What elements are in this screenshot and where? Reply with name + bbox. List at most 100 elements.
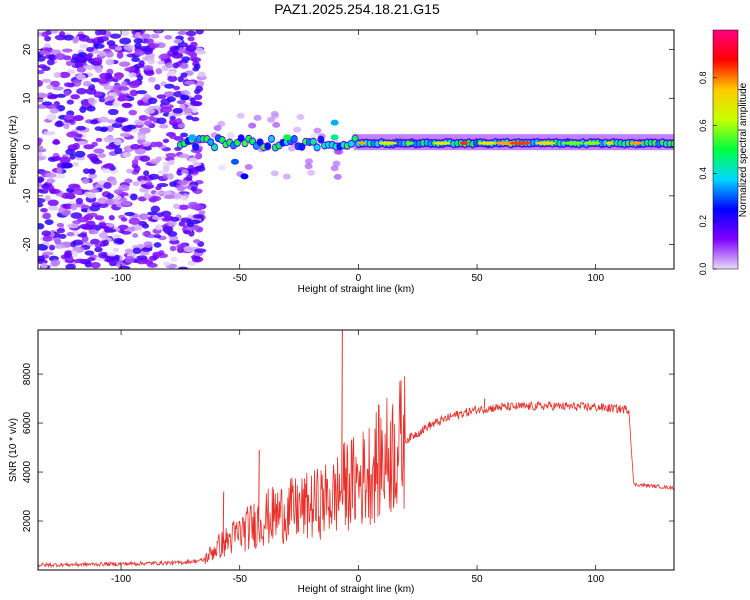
spectrogram-cell <box>194 94 203 101</box>
spectrogram-cell <box>95 137 103 143</box>
colorbar-gradient <box>713 30 738 269</box>
spectrogram-cell <box>109 33 122 39</box>
spectrogram-cell <box>128 72 137 78</box>
spectrogram-cell <box>134 42 142 49</box>
spectrogram-cell <box>156 183 169 188</box>
spectrogram-cell <box>348 140 355 147</box>
spectrogram-cell <box>97 78 109 85</box>
spectrogram-cell <box>535 141 556 145</box>
spectrogram-cell <box>180 132 189 138</box>
spectrogram-cell <box>164 35 173 40</box>
spectrogram-cell <box>165 62 174 69</box>
spectrogram-cell <box>299 143 305 150</box>
spectrogram-cell <box>67 192 75 200</box>
spectrogram-cell <box>38 155 44 161</box>
spectrogram-cell <box>38 69 45 75</box>
spectrogram-cell <box>162 165 170 172</box>
spectrogram-cell <box>132 233 139 238</box>
spectrogram-cell <box>114 46 123 51</box>
spectrogram-cell <box>76 73 86 81</box>
spectrogram-cell <box>405 141 414 145</box>
snr-x-label: Height of straight line (km) <box>298 584 415 595</box>
spectrogram-cell <box>97 251 110 259</box>
spectrogram-cell <box>169 134 177 140</box>
snr-y-ticks: 2000 4000 6000 8000 <box>22 363 674 532</box>
y-tick-label: 2000 <box>22 509 33 532</box>
spectrogram-cell <box>195 30 204 35</box>
spectrogram-cell <box>191 116 200 122</box>
snr-panel: -100 -50 0 50 100 2000 4000 6000 8000 Height of… <box>8 329 675 595</box>
spectrogram-cell <box>177 266 189 269</box>
spectrogram-cell <box>113 189 124 195</box>
spectrogram-cell <box>106 252 117 257</box>
spectrogram-cell <box>164 83 175 89</box>
spectrogram-cell <box>145 181 153 186</box>
spectrogram-cell <box>142 140 151 147</box>
spectrogram-cell <box>169 245 177 252</box>
spectrogram-x-label: Height of straight line (km) <box>298 284 415 295</box>
spectrogram-y-ticks: -20 -10 0 10 20 <box>22 44 674 252</box>
spectrogram-cell <box>64 114 73 120</box>
spectrogram-cell <box>66 69 76 75</box>
snr-x-ticks: -100 -50 0 50 100 <box>111 330 604 585</box>
spectrogram-cell <box>137 99 144 106</box>
spectrogram-cell <box>187 222 195 227</box>
x-tick-label: 50 <box>471 273 483 284</box>
spectrogram-cell <box>41 78 52 83</box>
colorbar-tick-label: 0.6 <box>698 119 708 132</box>
spectrogram-cell <box>162 138 170 144</box>
spectrogram-cell <box>177 76 184 83</box>
spectrogram-cell <box>180 217 191 223</box>
spectrogram-cell <box>249 138 256 145</box>
spectrogram-cell <box>177 30 188 36</box>
spectrogram-cell <box>58 233 67 239</box>
spectrogram-cell <box>70 94 80 100</box>
spectrogram-cell <box>234 139 241 146</box>
spectrogram-cell <box>629 141 643 145</box>
spectrogram-cell <box>124 211 135 217</box>
spectrogram-cell <box>134 50 145 56</box>
spectrogram-cell <box>313 127 322 134</box>
snr-series <box>38 330 674 569</box>
spectrogram-cell <box>107 119 116 124</box>
spectrogram-cell <box>38 244 48 251</box>
spectrogram-cell <box>43 43 51 49</box>
spectrogram-cell <box>332 160 341 167</box>
spectrogram-cell <box>125 124 137 130</box>
spectrogram-cell <box>44 195 51 202</box>
spectrogram-cell <box>124 255 136 263</box>
spectrogram-cell <box>187 36 195 42</box>
y-tick-label: 20 <box>22 44 33 56</box>
spectrogram-cell <box>38 176 45 183</box>
spectrogram-cell <box>177 123 185 129</box>
spectrogram-cell <box>72 239 84 246</box>
spectrogram-cell <box>84 64 96 70</box>
spectrogram-cell <box>173 85 181 91</box>
spectrogram-cell <box>87 192 97 199</box>
spectrogram-cell <box>190 169 199 176</box>
spectrogram-cell <box>66 131 79 138</box>
spectrogram-cell <box>44 184 55 191</box>
spectrogram-cell <box>87 153 98 159</box>
spectrogram-cell <box>238 135 244 142</box>
spectrogram-cell <box>84 250 95 256</box>
spectrogram-cell <box>167 230 178 237</box>
spectrogram-cell <box>59 156 71 164</box>
spectrogram-cell <box>41 101 53 106</box>
spectrogram-cell <box>296 113 305 120</box>
spectrogram-cell <box>113 237 124 244</box>
spectrogram-cell <box>147 76 156 83</box>
spectrogram-cell <box>150 141 158 148</box>
spectrogram-cell <box>156 212 164 217</box>
spectrogram-cell <box>131 80 140 86</box>
spectrogram-cell <box>287 145 296 152</box>
spectrogram-cell <box>86 105 96 112</box>
spectrogram-cell <box>86 46 94 53</box>
spectrogram-cell <box>156 94 167 99</box>
spectrogram-cell <box>136 90 148 95</box>
spectrogram-cell <box>230 158 239 165</box>
spectrogram-cell <box>211 144 218 151</box>
spectrogram-cell <box>143 241 153 249</box>
spectrogram-cell <box>103 225 111 233</box>
spectrogram-cell <box>117 86 130 91</box>
